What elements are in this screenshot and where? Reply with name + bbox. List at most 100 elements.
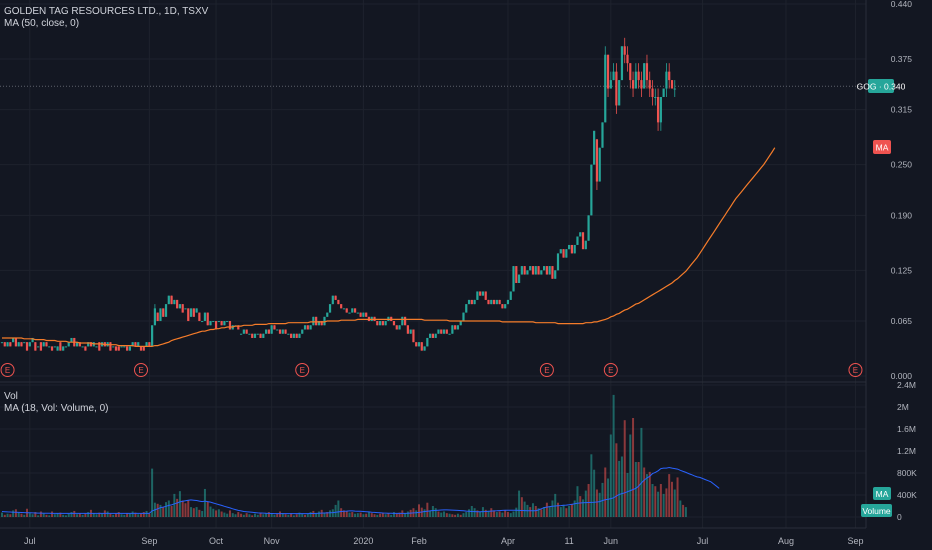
volume-bar <box>598 492 601 517</box>
volume-bar <box>359 512 362 517</box>
volume-bar <box>515 507 518 517</box>
volume-bar <box>615 443 618 517</box>
volume-bar <box>437 511 440 517</box>
volume-bar <box>165 502 168 517</box>
volume-bar <box>504 510 507 517</box>
candle <box>276 329 279 331</box>
candle <box>479 291 482 296</box>
volume-bar <box>376 514 379 517</box>
volume-bar <box>373 514 376 517</box>
volume-bar <box>684 507 687 517</box>
volume-axis[interactable]: 0 400K 800K 1.2M 1.6M 2M 2.4M <box>897 380 917 522</box>
volume-bar <box>190 507 193 517</box>
candle <box>517 274 521 283</box>
volume-bar <box>148 513 151 517</box>
time-tick-label: Nov <box>264 536 281 546</box>
volume-bar <box>334 504 337 517</box>
time-tick-label: 2020 <box>353 536 373 546</box>
candle <box>248 333 251 335</box>
volume-bar <box>101 513 104 517</box>
volume-bar <box>223 512 226 517</box>
volume-bar <box>523 501 526 517</box>
earnings-label: E <box>608 366 613 375</box>
candle <box>634 63 637 89</box>
candle <box>467 299 471 305</box>
volume-bar <box>170 506 173 517</box>
volume-bar <box>545 502 548 517</box>
candle <box>593 130 596 165</box>
volume-bar <box>78 513 81 517</box>
volume-bar <box>670 481 673 517</box>
candle <box>498 299 501 305</box>
volume-bar <box>51 511 54 517</box>
candle <box>378 321 382 326</box>
candle <box>184 308 187 310</box>
volume-bar <box>265 513 268 517</box>
candle <box>601 122 604 148</box>
time-tick-label: Jun <box>604 536 619 546</box>
candle <box>631 71 635 97</box>
candle <box>437 329 440 334</box>
volume-bar <box>326 512 329 517</box>
candle <box>462 312 465 322</box>
candle <box>620 46 624 81</box>
volume-bar <box>406 511 409 517</box>
volume-bar <box>215 510 218 517</box>
volume-bar <box>501 512 504 517</box>
candle <box>195 308 198 313</box>
volume-bar <box>398 512 401 517</box>
volume-bar <box>565 508 568 517</box>
time-tick-label: Jul <box>24 536 36 546</box>
volume-bar <box>392 512 395 517</box>
volume-bar <box>604 467 607 517</box>
volume-bar <box>176 498 179 517</box>
main-legend[interactable]: GOLDEN TAG RESOURCES LTD., 1D, TSXV MA (… <box>4 6 208 30</box>
volume-bar <box>337 500 340 517</box>
candle <box>6 342 9 347</box>
volume-bar <box>348 512 351 517</box>
volume-bar <box>637 462 640 517</box>
candle <box>159 308 162 322</box>
earnings-marker[interactable]: E <box>848 363 863 377</box>
earnings-marker[interactable]: E <box>539 363 554 377</box>
volume-bar <box>203 488 206 517</box>
volume-bar <box>654 486 657 517</box>
candle <box>217 321 220 323</box>
candle <box>353 308 357 313</box>
candle <box>192 308 195 317</box>
volume-bar <box>445 513 448 517</box>
candle <box>117 346 120 351</box>
candle <box>42 342 45 347</box>
volume-bar <box>465 512 468 517</box>
volume-bar <box>198 509 201 517</box>
candle <box>654 88 657 106</box>
earnings-marker[interactable]: E <box>295 363 310 377</box>
price-axis[interactable]: 0.000 0.065 0.125 0.190 0.250 0.315 0.375 0.440 <box>891 0 913 381</box>
candle <box>576 236 579 245</box>
volume-bar <box>351 512 354 517</box>
volume-bar <box>582 499 585 517</box>
earnings-marker[interactable]: E <box>0 363 15 377</box>
volume-bar <box>520 497 523 517</box>
volume-bar <box>618 460 621 517</box>
candle <box>126 346 129 351</box>
volume-bar <box>423 509 426 517</box>
volume-bar <box>142 512 145 517</box>
earnings-marker[interactable]: E <box>603 363 618 377</box>
volume-bar <box>20 513 23 517</box>
volume-bar <box>56 513 59 517</box>
time-axis[interactable]: Jul Sep Oct Nov 2020 Feb Apr 11 Jun Jul Aug Sep <box>24 536 863 546</box>
volume-bar <box>128 513 131 517</box>
volume-bar <box>462 513 465 517</box>
volume-tick-label: 2M <box>897 402 909 412</box>
candle <box>615 63 618 114</box>
earnings-marker[interactable]: E <box>134 363 148 377</box>
candle <box>609 71 612 89</box>
volume-bar <box>562 504 565 517</box>
volume-bar <box>587 484 590 517</box>
candle <box>298 333 301 338</box>
volume-legend[interactable]: Vol MA (18, Vol: Volume, 0) <box>4 391 109 415</box>
